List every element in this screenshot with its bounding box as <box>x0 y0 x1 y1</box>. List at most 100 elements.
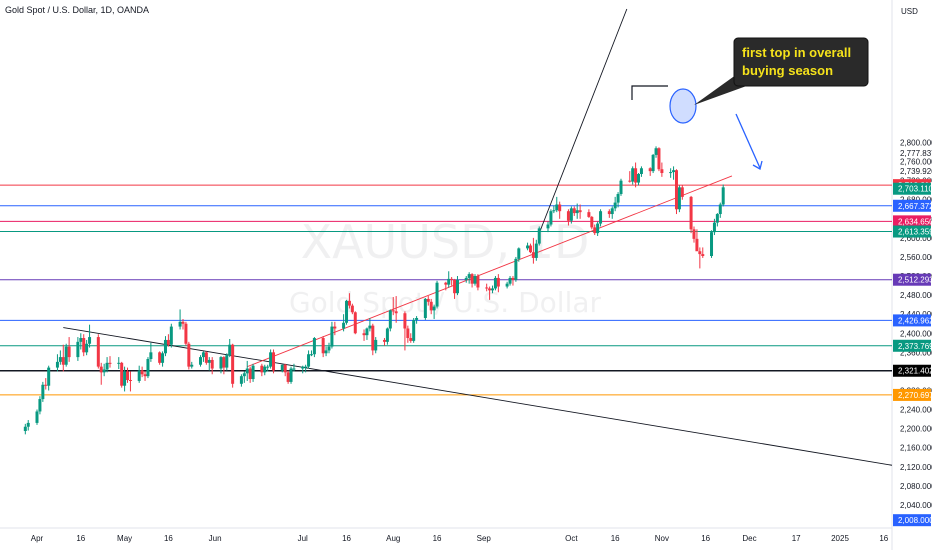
candle-body <box>578 210 582 213</box>
price-tag-bg <box>893 199 931 212</box>
candle <box>79 333 83 350</box>
candle-body <box>371 325 375 351</box>
candle-body <box>120 362 124 386</box>
time-tick-label: Aug <box>386 534 400 543</box>
candle <box>207 357 211 371</box>
candle <box>669 168 673 178</box>
candle-body <box>669 172 673 174</box>
candle <box>283 363 287 377</box>
candle <box>388 309 392 332</box>
candle <box>680 185 684 200</box>
time-tick-label: 17 <box>792 534 801 543</box>
candle <box>128 371 132 392</box>
candle-body <box>721 187 725 205</box>
candle-body <box>485 287 489 289</box>
candles <box>23 146 725 435</box>
candle <box>137 365 141 383</box>
candle-body <box>631 168 635 182</box>
candle-body <box>613 202 617 209</box>
candle-body <box>88 337 92 344</box>
trendlines <box>63 8 893 466</box>
candle <box>491 285 495 294</box>
price-tag: 2,426.962 <box>893 314 932 327</box>
candle <box>514 256 518 282</box>
time-tick-label: Jul <box>298 534 308 543</box>
candle-body <box>123 371 127 386</box>
candle <box>628 171 632 183</box>
price-tag: 2,703.110 <box>893 182 932 195</box>
candle-body <box>464 277 468 280</box>
candle <box>634 162 638 188</box>
candle-body <box>190 364 194 367</box>
candle <box>493 276 497 291</box>
candle <box>266 364 270 372</box>
candle-body <box>531 252 535 258</box>
candle <box>280 364 284 373</box>
candle-body <box>651 154 655 172</box>
candle <box>166 334 170 347</box>
candle <box>321 336 325 358</box>
candle-body <box>368 325 372 329</box>
candle-body <box>517 248 521 259</box>
price-tag-bg <box>893 514 931 527</box>
candle-body <box>239 376 243 384</box>
chart-title: Gold Spot / U.S. Dollar, 1D, OANDA <box>5 5 149 15</box>
price-tick-label: 2,600.000 <box>900 234 932 243</box>
price-tick-label: 2,120.000 <box>900 463 932 472</box>
price-tick-label: 2,760.000 <box>900 158 932 167</box>
candle-body <box>493 277 497 289</box>
candle-body <box>549 211 553 225</box>
candle <box>455 276 459 296</box>
candle-body <box>225 355 229 368</box>
candle <box>394 296 398 323</box>
candle <box>558 201 562 219</box>
candle <box>327 342 331 354</box>
candle-body <box>269 352 273 367</box>
price-tag: 2,270.697 <box>893 388 932 401</box>
candle-body <box>698 251 702 255</box>
candle <box>637 173 641 186</box>
price-tag: 2,613.359 <box>893 225 932 238</box>
price-tag: 2,008.000 <box>893 514 932 527</box>
top-box-marker <box>631 85 668 100</box>
candle-body <box>199 357 203 365</box>
time-tick-label: May <box>117 534 132 543</box>
candle-body <box>654 148 658 155</box>
candle-body <box>596 223 600 234</box>
candle-body <box>210 359 214 369</box>
candle-body <box>403 313 407 329</box>
candle-body <box>347 300 351 306</box>
first-top-circle[interactable] <box>669 88 697 124</box>
candle-body <box>333 326 337 329</box>
candle <box>99 362 103 385</box>
candle <box>342 314 346 332</box>
callout-box[interactable]: first top in overall buying season <box>694 37 869 105</box>
price-tick-label: 2,800.000 <box>900 139 932 148</box>
candle-body <box>526 245 530 249</box>
candle <box>47 365 51 391</box>
time-tick-label: 16 <box>76 534 85 543</box>
candle-body <box>286 372 290 382</box>
candle-body <box>251 365 255 380</box>
candle-body <box>350 305 354 313</box>
candle <box>371 323 375 356</box>
candle-body <box>453 279 457 294</box>
candle <box>695 229 699 252</box>
candle <box>464 276 468 283</box>
price-tag-text: 2,667.372 <box>898 202 932 211</box>
candle <box>648 167 652 176</box>
candle-body <box>426 298 430 302</box>
candle <box>347 293 351 309</box>
price-tag-text: 2,703.110 <box>898 185 932 194</box>
candle <box>245 360 249 381</box>
candle <box>447 271 451 288</box>
candle <box>712 218 716 236</box>
candle-body <box>289 368 293 382</box>
candle-body <box>593 227 597 234</box>
candle <box>593 224 597 236</box>
candle <box>590 215 594 230</box>
candle <box>108 356 112 368</box>
watermark-ticker: XAUUSD, 1D <box>301 215 590 269</box>
candle-body <box>307 354 311 367</box>
